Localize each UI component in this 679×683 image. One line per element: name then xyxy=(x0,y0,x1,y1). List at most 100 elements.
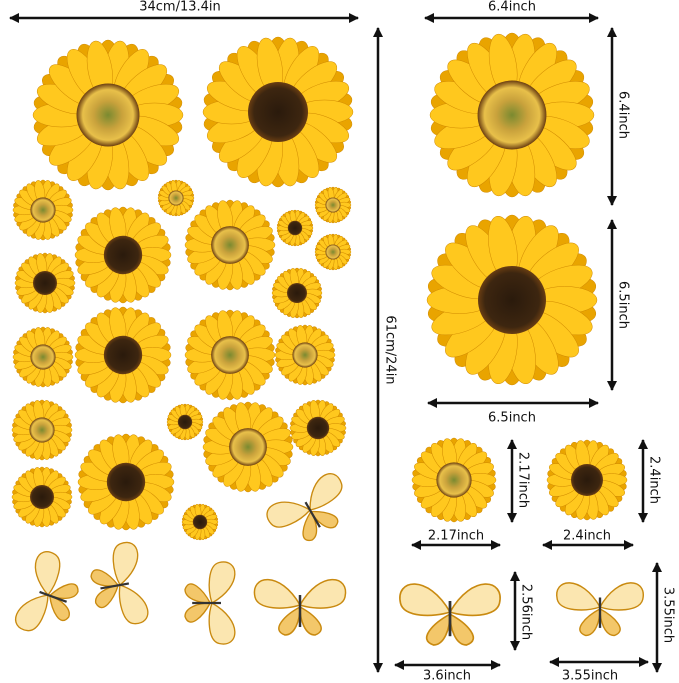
flower-center xyxy=(168,190,184,206)
sunflower xyxy=(274,324,336,386)
dimension-label: 6.4inch xyxy=(488,0,536,15)
flower-center xyxy=(29,417,55,443)
dimension-label: 6.4inch xyxy=(616,91,631,139)
flower-center xyxy=(30,485,54,509)
flower-center xyxy=(211,336,249,374)
wing xyxy=(298,578,347,609)
flower-center xyxy=(33,271,57,295)
wing xyxy=(309,473,343,511)
wing xyxy=(302,510,318,541)
body xyxy=(304,501,321,528)
sunflower xyxy=(202,401,294,493)
wing xyxy=(184,583,212,604)
flower-center xyxy=(248,82,308,142)
butterfly xyxy=(253,578,347,636)
wing xyxy=(208,602,236,645)
flower-center xyxy=(325,197,341,213)
dimension-label: 3.55inch xyxy=(661,587,676,643)
wing xyxy=(208,561,236,604)
sunflower xyxy=(166,403,204,441)
wing xyxy=(48,594,70,622)
sunflower xyxy=(314,186,352,224)
wing xyxy=(599,607,621,637)
sunflower xyxy=(546,439,628,521)
wing xyxy=(399,583,452,617)
sunflower xyxy=(314,233,352,271)
sunflower xyxy=(77,433,175,531)
dimension-label: 2.4inch xyxy=(647,456,662,504)
sunflower xyxy=(32,39,184,191)
sunflower xyxy=(289,399,347,457)
wing xyxy=(90,569,120,587)
flower-center xyxy=(103,335,143,375)
wing xyxy=(95,584,120,609)
wing xyxy=(425,612,451,646)
wing xyxy=(449,612,475,646)
butterfly xyxy=(399,583,501,646)
butterfly xyxy=(266,473,343,541)
sunflower xyxy=(11,399,73,461)
sunflower xyxy=(11,466,73,528)
decals xyxy=(11,32,644,646)
flower-center xyxy=(76,83,140,147)
wing xyxy=(266,501,312,528)
flower-center xyxy=(571,464,603,496)
sunflower xyxy=(426,214,598,386)
dimension-label: 34cm/13.4in xyxy=(139,0,221,15)
flower-center xyxy=(229,428,267,466)
flower-center xyxy=(477,80,547,150)
wing xyxy=(253,578,302,609)
flower-center xyxy=(106,462,146,502)
dimension-label: 2.17inch xyxy=(428,529,484,544)
sunflower xyxy=(74,306,172,404)
sunflower xyxy=(411,437,497,523)
body xyxy=(100,582,130,590)
sunflower xyxy=(429,32,595,198)
wing xyxy=(112,541,139,587)
wing xyxy=(278,605,301,636)
dimension-label: 6.5inch xyxy=(488,411,536,426)
wing xyxy=(14,594,49,632)
wing xyxy=(309,510,339,529)
wing xyxy=(448,583,501,617)
butterfly xyxy=(556,582,644,637)
sunflower xyxy=(184,309,276,401)
sunflower xyxy=(181,503,219,541)
flower-center xyxy=(292,342,318,368)
dimension-label: 3.6inch xyxy=(423,669,471,683)
sunflower xyxy=(202,36,354,188)
dimension-label: 61cm/24in xyxy=(383,315,398,384)
wing xyxy=(598,582,644,611)
flower-center xyxy=(103,235,143,275)
sunflower xyxy=(157,179,195,217)
dimension-label: 2.4inch xyxy=(563,529,611,544)
flower-center xyxy=(478,266,546,334)
flower-center xyxy=(192,514,208,530)
flower-center xyxy=(30,197,56,223)
butterfly xyxy=(14,551,79,632)
flower-center xyxy=(30,344,56,370)
sunflower xyxy=(271,267,323,319)
flower-center xyxy=(287,220,303,236)
dimension-label: 2.56inch xyxy=(519,584,534,640)
wing xyxy=(299,605,322,636)
wing xyxy=(48,583,79,599)
dimension-label: 2.17inch xyxy=(516,452,531,508)
sunflower xyxy=(184,199,276,291)
flower-center xyxy=(306,416,330,440)
wing xyxy=(118,584,149,625)
sunflower xyxy=(12,179,74,241)
wing xyxy=(556,582,602,611)
sunflower xyxy=(12,326,74,388)
flower-center xyxy=(436,462,472,498)
dimension-label: 6.5inch xyxy=(616,281,631,329)
wing xyxy=(184,602,212,623)
sunflower xyxy=(276,209,314,247)
flower-center xyxy=(177,414,193,430)
wing xyxy=(34,551,61,597)
sunflower xyxy=(14,252,76,314)
butterfly xyxy=(90,541,149,625)
flower-center xyxy=(211,226,249,264)
flower-center xyxy=(287,283,307,303)
